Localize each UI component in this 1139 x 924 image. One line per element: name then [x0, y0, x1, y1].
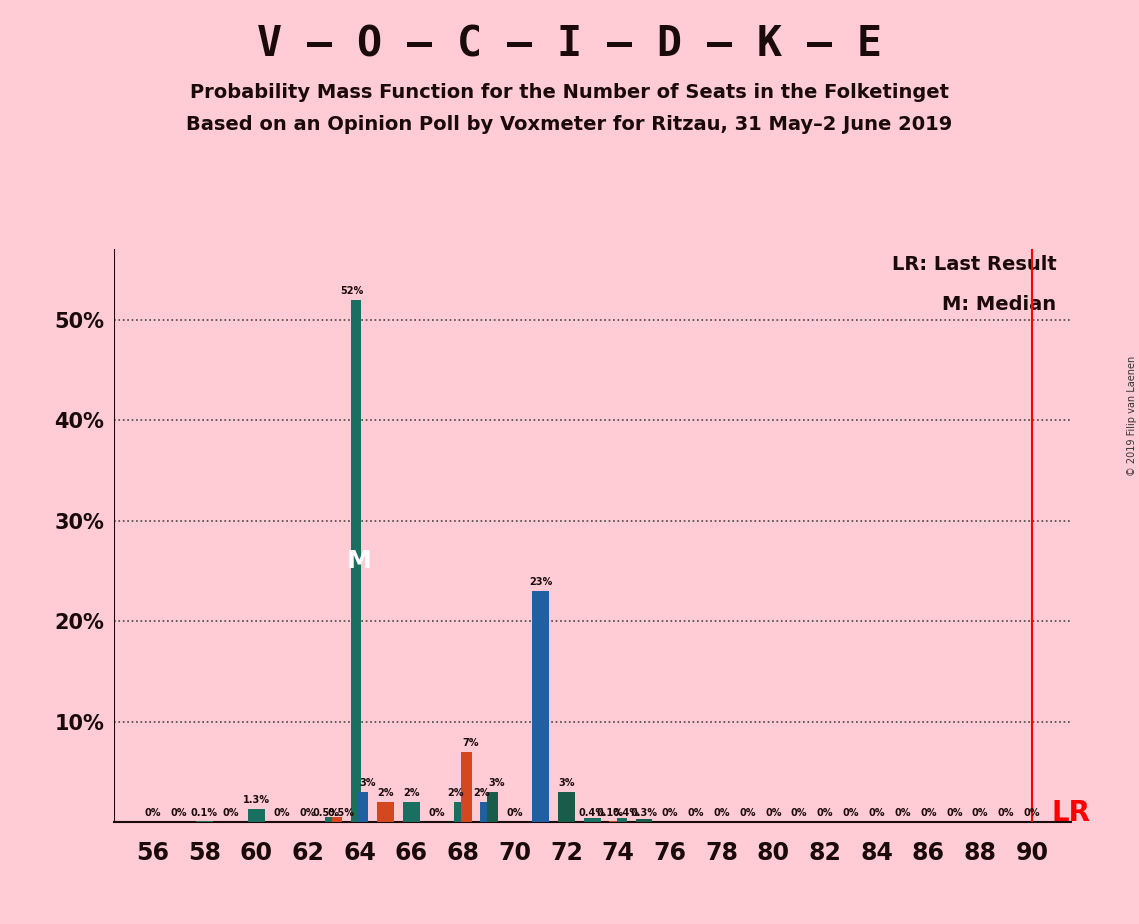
Text: 23%: 23%	[528, 578, 552, 587]
Bar	[358, 792, 368, 822]
Text: M: Median: M: Median	[942, 296, 1056, 314]
Text: 0%: 0%	[843, 808, 859, 819]
Text: 0%: 0%	[688, 808, 704, 819]
Bar	[377, 802, 394, 822]
Text: 2%: 2%	[446, 788, 464, 798]
Text: 0.1%: 0.1%	[191, 808, 218, 819]
Text: 0.4%: 0.4%	[613, 808, 639, 819]
Text: 0%: 0%	[868, 808, 885, 819]
Text: Probability Mass Function for the Number of Seats in the Folketinget: Probability Mass Function for the Number…	[190, 83, 949, 103]
Text: 0.5%: 0.5%	[312, 808, 339, 819]
Text: 0%: 0%	[739, 808, 755, 819]
Text: Based on an Opinion Poll by Voxmeter for Ritzau, 31 May–2 June 2019: Based on an Opinion Poll by Voxmeter for…	[187, 116, 952, 135]
Text: 0%: 0%	[920, 808, 936, 819]
Bar	[636, 820, 653, 822]
Text: M: M	[347, 549, 372, 573]
Text: 0%: 0%	[894, 808, 911, 819]
Text: 52%: 52%	[341, 286, 363, 296]
Text: 0.4%: 0.4%	[579, 808, 606, 819]
Text: 0%: 0%	[507, 808, 523, 819]
Text: 0%: 0%	[817, 808, 834, 819]
Text: 0%: 0%	[222, 808, 238, 819]
Text: 7%: 7%	[462, 738, 480, 748]
Bar	[247, 809, 264, 822]
Text: 0.3%: 0.3%	[631, 808, 657, 819]
Text: 3%: 3%	[489, 778, 505, 788]
Text: 0%: 0%	[662, 808, 678, 819]
Bar	[403, 802, 419, 822]
Text: V – O – C – I – D – K – E: V – O – C – I – D – K – E	[257, 23, 882, 65]
Bar	[480, 802, 491, 822]
Bar	[487, 792, 498, 822]
Text: 2%: 2%	[377, 788, 394, 798]
Text: 0%: 0%	[171, 808, 187, 819]
Bar	[325, 818, 335, 822]
Bar	[333, 818, 343, 822]
Text: 0%: 0%	[273, 808, 290, 819]
Text: 2%: 2%	[473, 788, 490, 798]
Text: 0.1%: 0.1%	[597, 808, 624, 819]
Text: 2%: 2%	[403, 788, 419, 798]
Text: 0%: 0%	[429, 808, 445, 819]
Bar	[351, 299, 361, 822]
Text: 0%: 0%	[998, 808, 1014, 819]
Bar	[616, 819, 626, 822]
Text: 0%: 0%	[972, 808, 989, 819]
Text: 0%: 0%	[145, 808, 161, 819]
Text: 0.5%: 0.5%	[328, 808, 355, 819]
Text: 0%: 0%	[790, 808, 808, 819]
Bar	[558, 792, 575, 822]
Bar	[609, 821, 620, 822]
Bar	[461, 752, 472, 822]
Bar	[196, 821, 213, 822]
Text: LR: Last Result: LR: Last Result	[892, 255, 1056, 274]
Text: 1.3%: 1.3%	[243, 796, 270, 806]
Text: 0%: 0%	[765, 808, 781, 819]
Bar	[532, 591, 549, 822]
Text: © 2019 Filip van Laenen: © 2019 Filip van Laenen	[1126, 356, 1137, 476]
Text: 3%: 3%	[359, 778, 376, 788]
Text: 0%: 0%	[300, 808, 317, 819]
Bar	[584, 819, 600, 822]
Text: 0%: 0%	[947, 808, 962, 819]
Text: LR: LR	[1051, 799, 1090, 828]
Text: 0%: 0%	[713, 808, 730, 819]
Bar	[454, 802, 465, 822]
Text: 3%: 3%	[558, 778, 575, 788]
Text: 0%: 0%	[1024, 808, 1040, 819]
